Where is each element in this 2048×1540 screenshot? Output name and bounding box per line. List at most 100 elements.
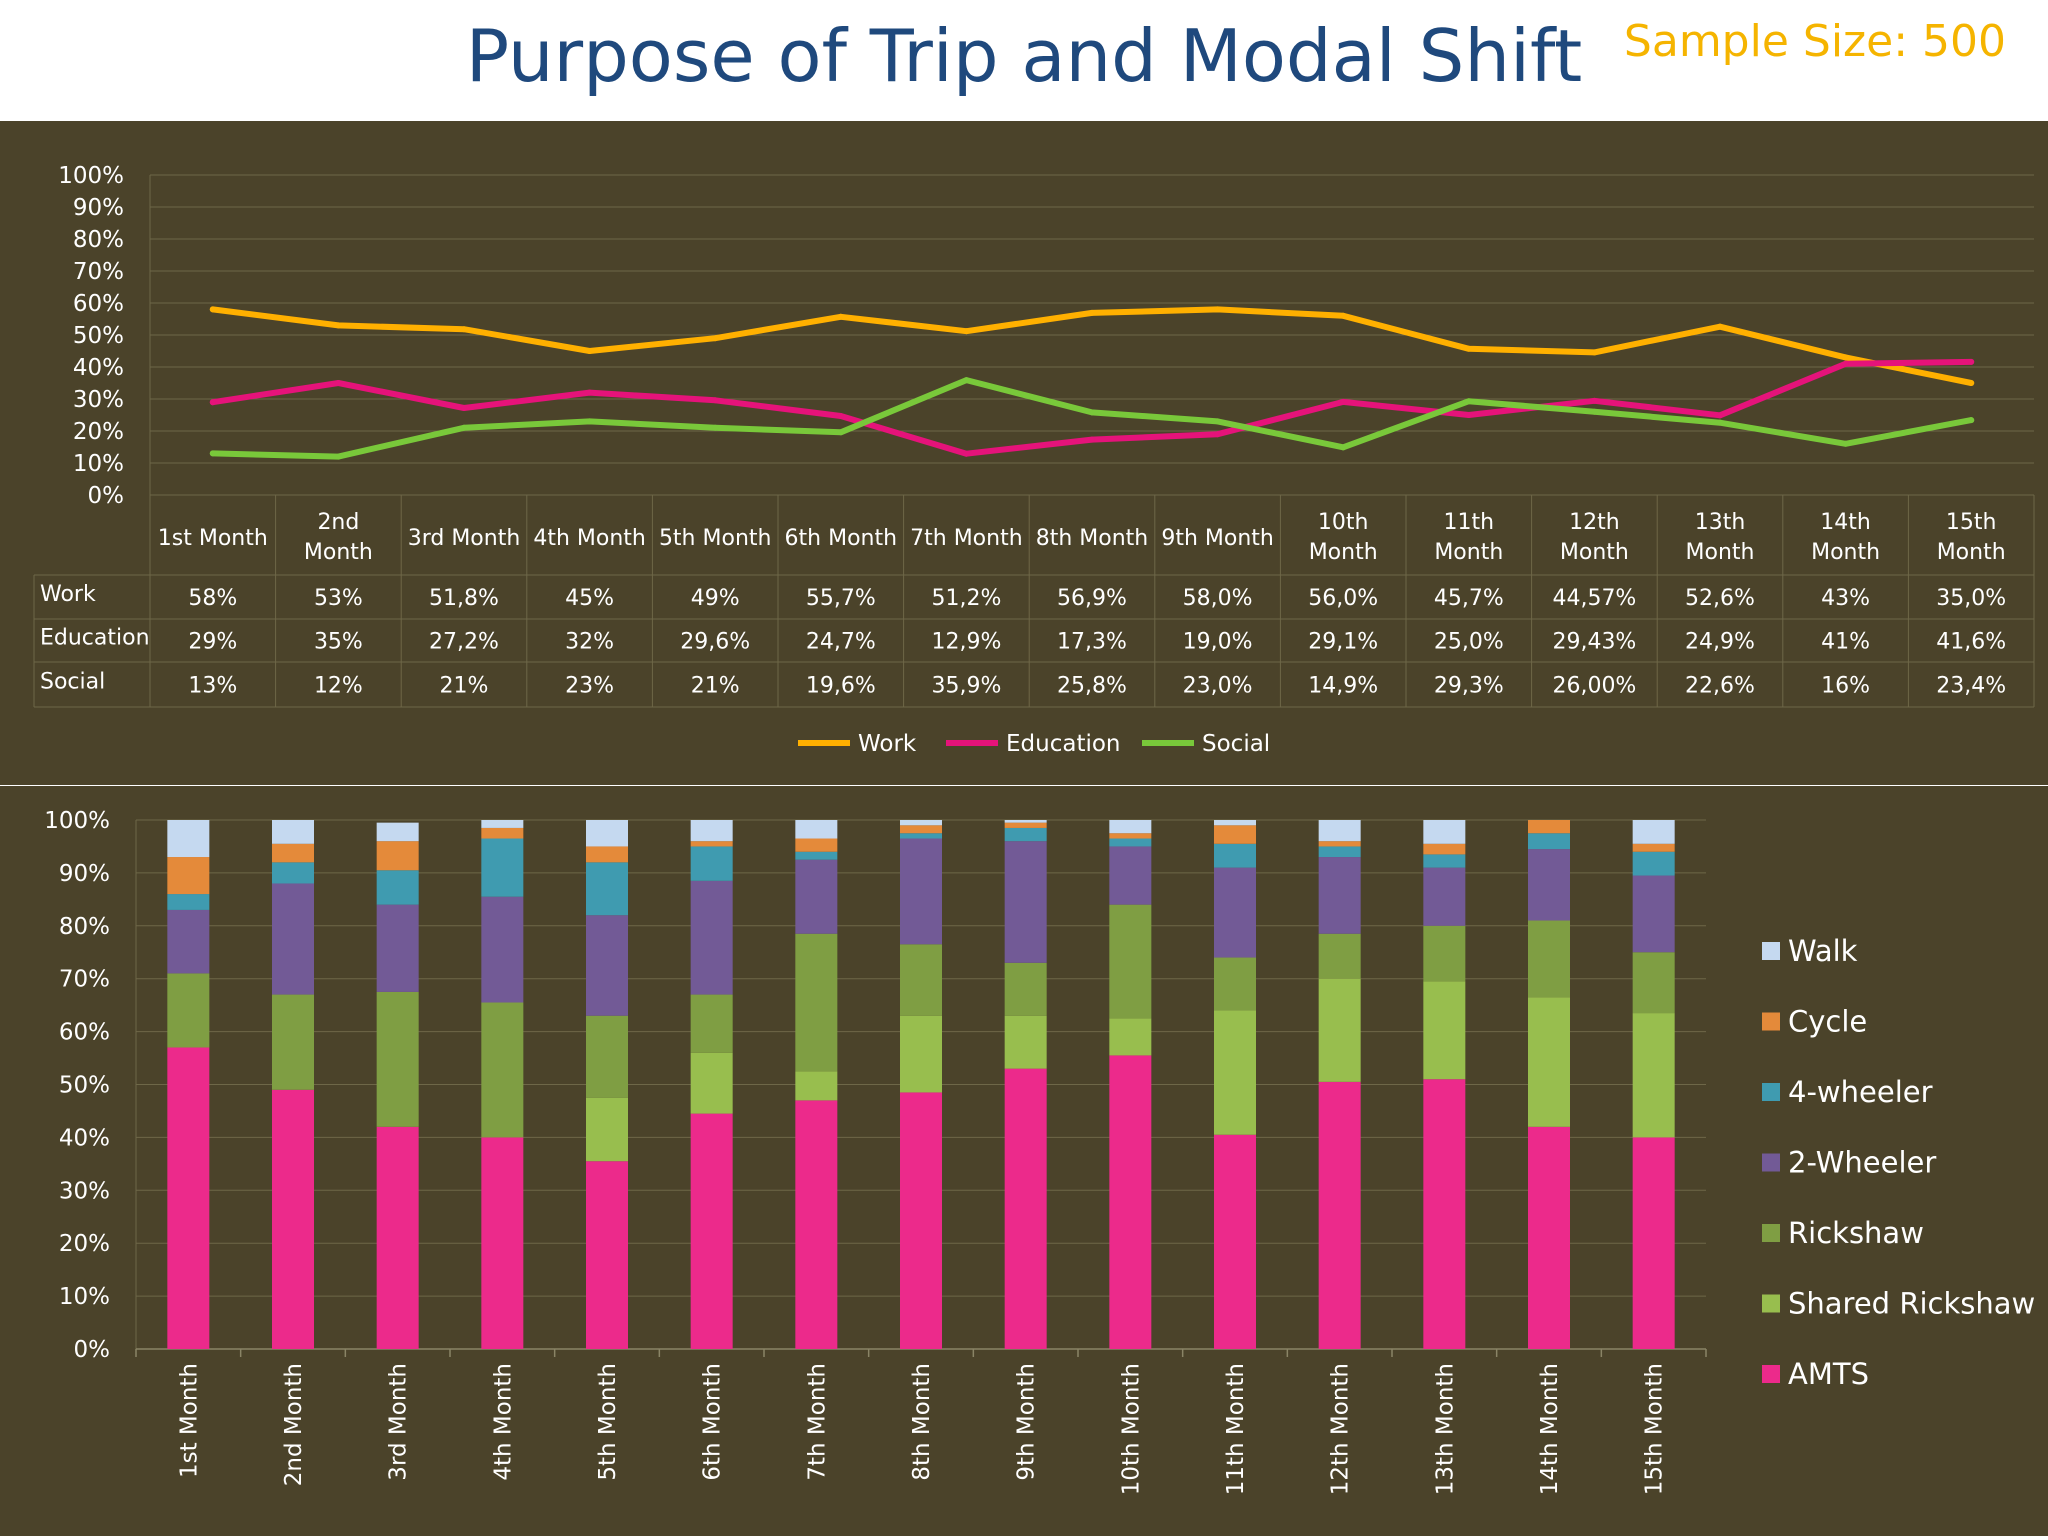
bar-segment-shared-rickshaw <box>1423 981 1466 1080</box>
bar-segment-shared-rickshaw <box>1214 1010 1256 1135</box>
data-point-work <box>209 306 216 313</box>
data-point-social <box>209 450 216 457</box>
legend-label-amts: AMTS <box>1788 1357 1869 1391</box>
data-point-education <box>1968 358 1975 365</box>
y-tick-label: 20% <box>73 419 124 445</box>
x-tick-label: 15th Month <box>1642 1363 1668 1495</box>
bar-segment-rickshaw <box>1528 920 1570 998</box>
category-label: Month <box>1686 540 1755 565</box>
data-point-work <box>963 328 970 335</box>
data-point-work <box>712 335 719 342</box>
bar-segment-4-wheeler <box>1632 851 1675 876</box>
bar-segment-walk <box>272 820 314 844</box>
legend-label-education: Education <box>1006 731 1121 757</box>
table-cell: 25,8% <box>1057 674 1127 699</box>
bar-segment-shared-rickshaw <box>1109 1018 1152 1056</box>
bar-segment-2-wheeler <box>795 859 838 934</box>
y-tick-label: 30% <box>59 1178 110 1204</box>
y-tick-label: 0% <box>88 483 125 509</box>
table-cell: 29,43% <box>1552 630 1636 655</box>
x-tick-label: 6th Month <box>700 1363 726 1481</box>
bar-segment-walk <box>795 820 838 839</box>
category-label: 5th Month <box>659 526 772 551</box>
legend-label-work: Work <box>858 731 917 757</box>
y-tick-label: 40% <box>59 1125 110 1151</box>
bar-segment-2-wheeler <box>1632 875 1675 953</box>
y-tick-label: 90% <box>59 861 110 887</box>
x-tick-label: 14th Month <box>1537 1363 1563 1495</box>
bar-segment-cycle <box>900 825 942 834</box>
table-cell: 26,00% <box>1552 674 1636 699</box>
data-point-education <box>461 404 467 411</box>
data-point-social <box>461 424 467 431</box>
y-tick-label: 70% <box>59 967 110 993</box>
table-cell: 35,9% <box>931 674 1001 699</box>
x-tick-label: 9th Month <box>1014 1363 1040 1481</box>
category-label: 13th <box>1695 510 1746 535</box>
legend-swatch-2-wheeler <box>1762 1153 1780 1172</box>
table-cell: 24,7% <box>806 630 876 655</box>
category-label: 8th Month <box>1036 526 1149 551</box>
table-cell: 58,0% <box>1183 586 1253 611</box>
data-point-social <box>1968 417 1975 424</box>
x-tick-label: 2nd Month <box>281 1363 307 1486</box>
bar-segment-2-wheeler <box>1423 867 1466 926</box>
bar-segment-rickshaw <box>1214 957 1256 1011</box>
bar-segment-rickshaw <box>1632 952 1675 1014</box>
data-point-social <box>1717 419 1723 426</box>
data-point-work <box>461 326 467 333</box>
bar-segment-amts <box>272 1089 314 1349</box>
data-point-work <box>1968 380 1975 386</box>
legend-swatch-walk <box>1762 942 1780 960</box>
bar-segment-4-wheeler <box>376 870 419 905</box>
bar-segment-amts <box>900 1092 942 1349</box>
table-cell: 14,9% <box>1308 674 1378 699</box>
category-label: 12th <box>1569 510 1620 535</box>
data-point-social <box>1089 409 1095 416</box>
table-cell: 32% <box>565 630 614 655</box>
y-tick-label: 0% <box>74 1337 111 1363</box>
bar-segment-cycle <box>690 841 733 847</box>
bar-segment-walk <box>376 822 419 842</box>
table-cell: 45% <box>565 586 614 611</box>
bar-segment-shared-rickshaw <box>795 1071 838 1101</box>
data-point-education <box>209 399 216 406</box>
bar-segment-2-wheeler <box>167 909 210 974</box>
table-cell: 52,6% <box>1685 586 1755 611</box>
bar-segment-4-wheeler <box>1004 827 1047 842</box>
table-cell: 56,0% <box>1308 586 1378 611</box>
category-label: Month <box>1434 540 1503 565</box>
bar-segment-walk <box>1632 820 1675 844</box>
data-point-social <box>837 429 844 436</box>
bar-segment-rickshaw <box>900 944 942 1016</box>
table-cell: 17,3% <box>1057 630 1127 655</box>
table-cell: 24,9% <box>1685 630 1755 655</box>
y-tick-label: 50% <box>59 1073 110 1099</box>
x-tick-label: 4th Month <box>490 1363 516 1481</box>
bar-segment-amts <box>1423 1079 1466 1349</box>
bar-segment-4-wheeler <box>1109 838 1152 847</box>
bar-segment-cycle <box>1214 825 1256 844</box>
table-row-label-education: Education <box>40 626 150 651</box>
table-row-label-social: Social <box>40 670 105 695</box>
bar-segment-rickshaw <box>1318 933 1361 979</box>
bar-segment-rickshaw <box>272 994 314 1090</box>
bar-segment-2-wheeler <box>1528 849 1570 921</box>
bar-segment-shared-rickshaw <box>1318 978 1361 1082</box>
bar-segment-cycle <box>1109 833 1152 839</box>
data-point-education <box>1089 436 1095 443</box>
table-cell: 49% <box>691 586 740 611</box>
bar-segment-walk <box>900 820 942 826</box>
bar-segment-4-wheeler <box>272 862 314 884</box>
bar-segment-rickshaw <box>1423 925 1466 982</box>
table-cell: 44,57% <box>1552 586 1636 611</box>
table-cell: 27,2% <box>429 630 499 655</box>
table-cell: 29,1% <box>1308 630 1378 655</box>
bar-segment-4-wheeler <box>481 838 524 897</box>
category-label: 3rd Month <box>408 526 521 551</box>
bar-segment-walk <box>1423 820 1466 844</box>
data-point-education <box>335 380 342 386</box>
x-tick-label: 7th Month <box>804 1363 830 1481</box>
bar-segment-2-wheeler <box>690 880 733 995</box>
bar-segment-walk <box>481 820 524 828</box>
